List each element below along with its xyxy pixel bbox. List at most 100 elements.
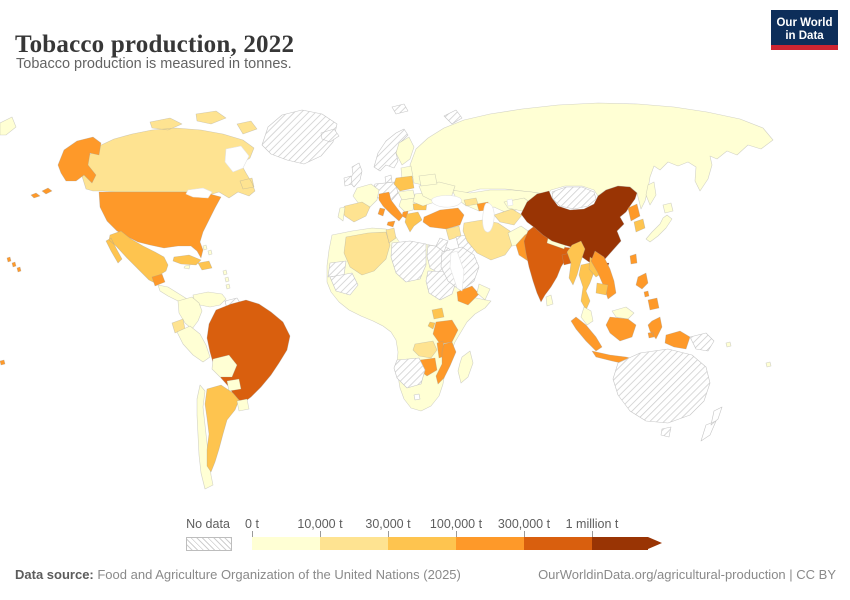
footer-source-text: Food and Agriculture Organization of the… — [93, 567, 461, 582]
country-nz[interactable]: New Zealand — [700, 406, 723, 442]
chart-subtitle: Tobacco production is measured in tonnes… — [16, 56, 292, 72]
country-iceland[interactable]: Iceland — [320, 128, 340, 143]
country-nam_bots[interactable]: Namibia / Botswana — [393, 357, 426, 389]
country-cuba[interactable]: Cuba — [172, 254, 202, 266]
country-finland[interactable]: Finland — [395, 136, 415, 166]
country-brazil[interactable]: Brazil — [206, 299, 291, 404]
page-title: Tobacco production, 2022 — [15, 30, 295, 58]
country-uganda[interactable]: Uganda — [431, 307, 445, 320]
country-turkey[interactable]: Turkey — [422, 207, 465, 230]
country-cambodia[interactable]: Cambodia — [595, 282, 609, 296]
country-lesotho[interactable]: Lesotho — [413, 393, 421, 401]
legend-tick — [592, 531, 593, 537]
country-sri_lanka[interactable]: Sri Lanka — [545, 294, 554, 307]
country-chukotka_wrap[interactable]: Russia (far east) — [0, 116, 17, 136]
country-n_korea[interactable]: North Korea — [627, 203, 641, 222]
country-mozambique[interactable]: Mozambique — [435, 341, 457, 385]
legend-color-segment[interactable] — [456, 537, 524, 550]
country-china[interactable]: China — [520, 185, 638, 265]
country-uk[interactable]: United Kingdom — [348, 162, 363, 188]
legend-color-segment[interactable] — [320, 537, 388, 550]
country-spain[interactable]: Spain — [340, 201, 371, 223]
world-choropleth-map[interactable]: RussiaRussia (far east)KazakhstanAfrica … — [0, 95, 850, 515]
country-pacific_is[interactable]: Pacific islands — [725, 341, 772, 368]
country-portugal[interactable]: Portugal — [337, 206, 346, 222]
country-rwanda[interactable]: Rwanda / Burundi — [427, 321, 436, 330]
country-turkmen[interactable]: Turkmenistan — [493, 208, 523, 226]
footer-source: Data source: Food and Agriculture Organi… — [15, 567, 461, 582]
country-balkans[interactable]: Western Balkans — [398, 197, 416, 213]
country-australia[interactable]: Australia — [612, 348, 711, 438]
legend-no-data-label: No data — [186, 517, 230, 531]
legend-tick — [456, 531, 457, 537]
country-france[interactable]: France — [352, 183, 380, 209]
legend-arrow-tip — [648, 537, 662, 549]
country-argentina[interactable]: Argentina — [204, 384, 240, 473]
legend-tick-label: 1 million t — [565, 517, 619, 531]
country-hawaii[interactable]: United States (Hawaii) — [6, 256, 22, 273]
country-colombia[interactable]: Colombia — [177, 296, 203, 330]
country-mexico[interactable]: Mexico — [105, 230, 169, 285]
legend-color-segment[interactable] — [524, 537, 592, 550]
country-oman[interactable]: Oman — [476, 283, 491, 301]
legend-color-segment[interactable] — [388, 537, 456, 550]
country-sakhalin[interactable]: Sakhalin — [645, 181, 657, 206]
country-vietnam[interactable]: Vietnam — [590, 250, 617, 300]
owid-logo: Our World in Data — [771, 10, 838, 50]
country-bolivia[interactable]: Bolivia — [211, 354, 238, 378]
country-peru[interactable]: Peru — [176, 325, 211, 363]
country-s_korea[interactable]: South Korea — [633, 218, 646, 233]
country-belarus[interactable]: Belarus — [418, 173, 438, 187]
country-guatemala[interactable]: Guatemala — [151, 273, 166, 287]
country-aral[interactable]: Aral Sea — [506, 198, 514, 207]
legend-tick-label: 300,000 t — [497, 517, 551, 531]
country-philippines[interactable]: Philippines — [635, 272, 660, 311]
country-red_sea[interactable]: Red Sea — [449, 250, 465, 292]
country-svalbard[interactable]: Svalbard — [391, 103, 409, 115]
country-black_sea[interactable]: Black Sea — [431, 195, 462, 208]
footer-link: OurWorldinData.org/agricultural-producti… — [538, 567, 836, 582]
legend-tick-label: 100,000 t — [429, 517, 483, 531]
owid-logo-line1: Our World — [776, 16, 833, 29]
legend-color-segment[interactable] — [252, 537, 320, 550]
country-caspian[interactable]: Caspian Sea — [482, 202, 495, 233]
owid-logo-line2: in Data — [785, 30, 824, 42]
country-taiwan[interactable]: Taiwan — [629, 253, 638, 265]
country-zambia[interactable]: Zambia — [412, 340, 438, 359]
legend-no-data-swatch[interactable] — [186, 537, 232, 551]
country-pacific_dot[interactable]: French Polynesia — [0, 359, 6, 366]
country-alaska[interactable]: United States (Alaska) — [30, 136, 102, 199]
country-uruguay[interactable]: Uruguay — [236, 398, 250, 412]
country-malaysia[interactable]: Malaysia — [580, 306, 635, 326]
country-myanmar[interactable]: Myanmar — [566, 240, 586, 286]
country-italy[interactable]: Italy — [377, 191, 404, 228]
legend-tick — [320, 531, 321, 537]
country-great_lakes[interactable]: Great Lakes — [185, 187, 213, 199]
country-yemen[interactable]: Yemen — [456, 285, 480, 306]
country-japan[interactable]: Japan — [645, 202, 674, 243]
country-usa[interactable]: United States — [98, 191, 222, 259]
country-mauritania[interactable]: Mauritania — [329, 272, 359, 296]
country-poland[interactable]: Poland — [393, 175, 415, 192]
legend-color-segment[interactable] — [592, 537, 648, 550]
legend-tick — [524, 531, 525, 537]
country-hudson_bay[interactable]: Hudson Bay — [224, 145, 250, 173]
country-antilles[interactable]: Lesser Antilles — [222, 269, 231, 290]
country-greece[interactable]: Greece — [404, 211, 423, 233]
country-bahamas[interactable]: Bahamas — [202, 244, 213, 256]
country-png[interactable]: Papua New Guinea — [689, 332, 715, 352]
footer-source-label: Data source: — [15, 567, 94, 582]
map-legend: No data 0 t 10,000 t 30,000 t 100,000 t 300,… — [0, 512, 850, 557]
country-tunisia[interactable]: Tunisia — [385, 227, 397, 244]
country-mongolia[interactable]: Mongolia — [551, 186, 597, 210]
country-algeria[interactable]: Algeria — [343, 231, 391, 276]
country-denmark[interactable]: Denmark — [384, 174, 393, 184]
country-libya[interactable]: Libya — [390, 240, 427, 283]
country-paraguay[interactable]: Paraguay — [226, 378, 242, 392]
country-baltics[interactable]: Baltic states — [400, 165, 414, 180]
country-india[interactable]: India — [523, 223, 583, 303]
country-ireland[interactable]: Ireland — [343, 175, 353, 187]
country-novaya_zemlya[interactable]: Novaya Zemlya — [443, 109, 463, 125]
country-jamaica[interactable]: Jamaica — [183, 264, 191, 270]
country-hispaniola[interactable]: Dominican Republic — [197, 260, 213, 271]
